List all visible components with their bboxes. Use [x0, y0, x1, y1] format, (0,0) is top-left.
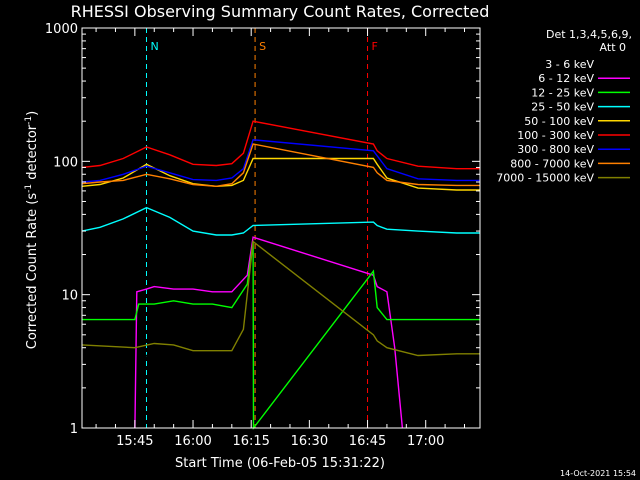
legend-label-6: 300 - 800 keV	[517, 143, 594, 156]
x-axis-label: Start Time (06-Feb-05 15:31:22)	[175, 456, 385, 471]
chart-title: RHESSI Observing Summary Count Rates, Co…	[71, 2, 490, 21]
x-tick-label: 15:45	[116, 434, 153, 449]
series-line-7	[81, 143, 480, 188]
legend-label-8: 7000 - 15000 keV	[496, 172, 594, 185]
flag-label-s: S	[259, 40, 266, 53]
legend-label-3: 25 - 50 keV	[531, 101, 594, 114]
y-axis-label: Corrected Count Rate (s-1 detector-1)	[24, 111, 40, 349]
series-line-2	[82, 241, 480, 431]
legend-label-5: 100 - 300 keV	[517, 129, 594, 142]
flag-label-n: N	[150, 40, 158, 53]
series-line-6	[81, 139, 480, 183]
x-tick-label: 16:15	[232, 434, 269, 449]
series-line-0	[134, 70, 389, 429]
series-line-3	[81, 206, 480, 236]
legend-label-7: 800 - 7000 keV	[510, 157, 594, 170]
x-tick-label: 16:45	[349, 434, 386, 449]
series-line-1	[134, 236, 404, 429]
legend-label-1: 6 - 12 keV	[538, 72, 594, 85]
x-tick-label: 16:00	[174, 434, 211, 449]
y-tick-label: 10	[61, 289, 78, 304]
legend-label-2: 12 - 25 keV	[531, 86, 594, 99]
legend-header-2: Att 0	[600, 41, 626, 54]
x-tick-label: 17:00	[407, 434, 444, 449]
series-line-5	[81, 120, 480, 170]
series-line-8	[81, 240, 480, 357]
series-line-4	[81, 157, 480, 191]
legend-header-1: Det 1,3,4,5,6,9,	[546, 28, 632, 41]
legend-label-0: 3 - 6 keV	[545, 58, 594, 71]
timestamp: 14-Oct-2021 15:54	[560, 469, 636, 478]
x-tick-label: 16:30	[291, 434, 328, 449]
plot-frame	[81, 27, 481, 429]
legend-label-4: 50 - 100 keV	[524, 115, 594, 128]
y-tick-label: 1	[70, 422, 78, 437]
y-tick-label: 1000	[45, 22, 78, 37]
y-tick-label: 100	[53, 155, 78, 170]
flag-label-f: F	[372, 40, 378, 53]
